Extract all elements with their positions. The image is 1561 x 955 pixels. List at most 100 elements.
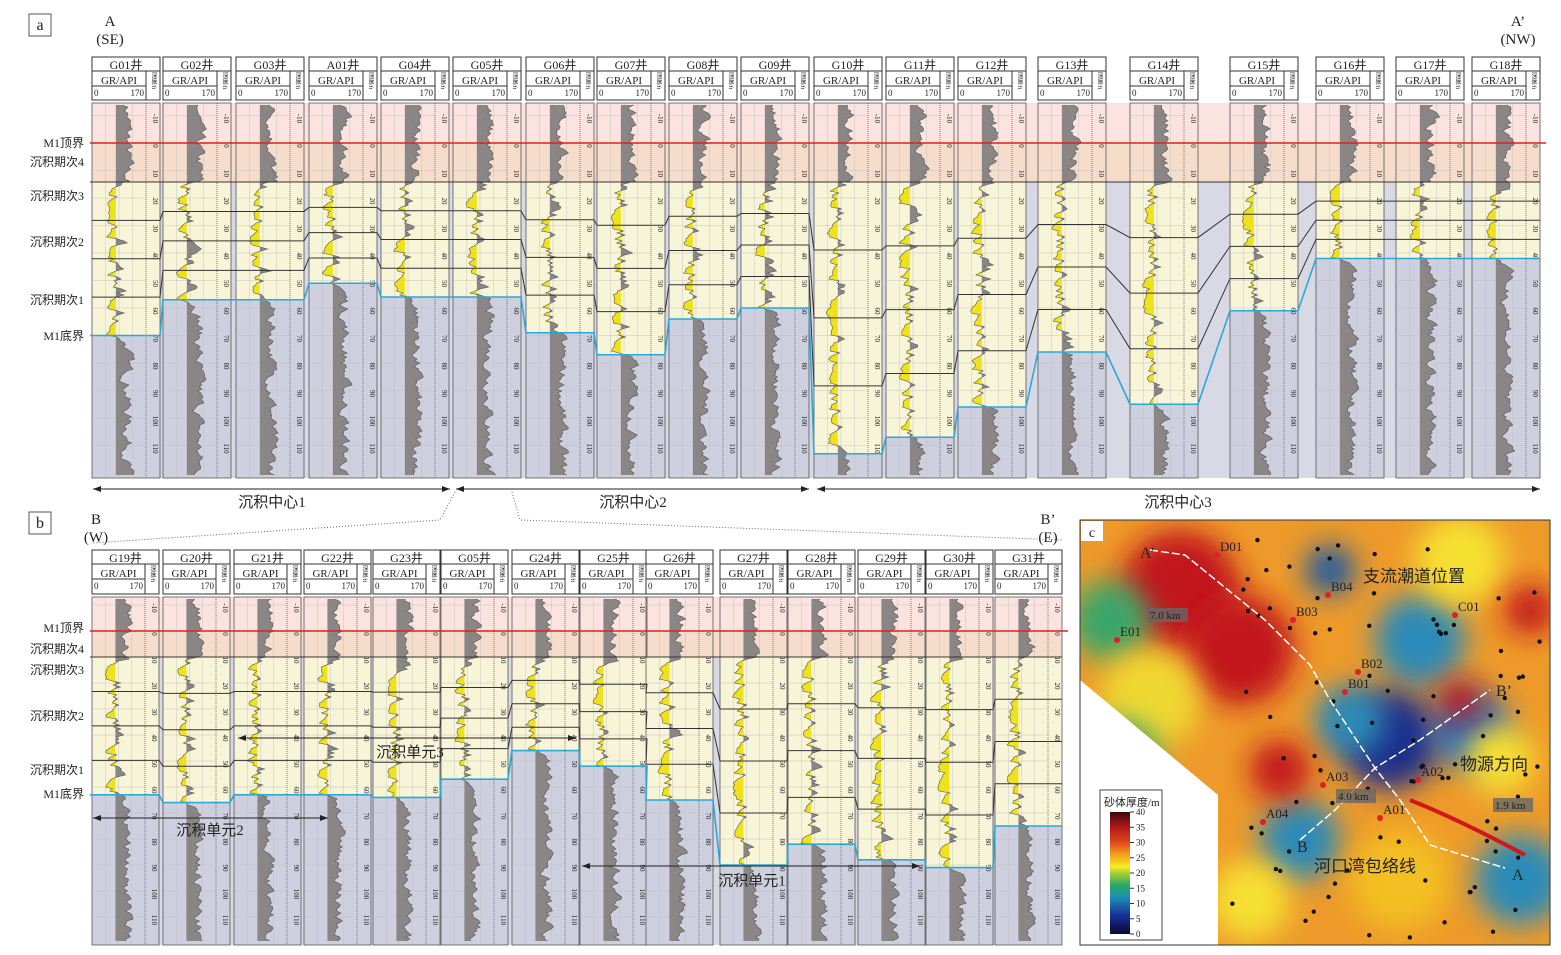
depth-tick: 80 <box>292 839 300 847</box>
well-dot <box>1378 835 1383 840</box>
stage-boundary-line <box>92 703 1062 763</box>
depth-label: 深度/ft <box>655 71 662 89</box>
depth-tick: 80 <box>778 839 786 847</box>
depth-tick: 10 <box>221 657 229 665</box>
well-name: G07井 <box>615 58 648 72</box>
arrowhead <box>456 486 464 492</box>
depth-tick: 30 <box>704 709 712 717</box>
below-base <box>814 453 882 478</box>
depth-tick: 50 <box>846 761 854 769</box>
depth-tick: 90 <box>1097 390 1105 398</box>
depth-tick: 20 <box>778 683 786 691</box>
well-header <box>994 549 1063 595</box>
gr-curve <box>610 104 640 476</box>
depth-tick: 110 <box>440 443 448 454</box>
depth-tick: 90 <box>1455 390 1463 398</box>
shale-fill <box>257 599 275 941</box>
well-dot <box>1255 537 1260 543</box>
depth-tick: 90 <box>222 390 230 398</box>
depth-tick: 90 <box>1053 865 1061 873</box>
depth-tick: 60 <box>295 308 303 316</box>
gr-curve <box>898 104 930 476</box>
depth-tick: 100 <box>362 889 370 900</box>
well-dot <box>1371 591 1377 596</box>
depth-tick: 70 <box>222 335 230 343</box>
shale-fill <box>1018 599 1036 941</box>
depth-label: 深度/ft <box>149 564 156 582</box>
depth-label: 深度/ft <box>1374 71 1381 89</box>
shale-fill <box>981 105 1001 475</box>
depth-tick: 80 <box>431 839 439 847</box>
gr-curve <box>176 598 205 942</box>
sand-fill <box>826 105 838 475</box>
gr-min: 0 <box>311 88 316 98</box>
depth-tick: 10 <box>499 657 507 665</box>
well-dot <box>1440 775 1445 781</box>
thickness-blob <box>1465 725 1535 795</box>
depth-tick: 100 <box>638 889 646 900</box>
depth-tick: 40 <box>221 735 229 743</box>
gr-min: 0 <box>514 581 519 591</box>
depth-tick: 110 <box>778 915 786 926</box>
key-well-label: A03 <box>1326 769 1348 784</box>
depth-tick: -10 <box>585 114 593 124</box>
depth-tick: 80 <box>570 839 578 847</box>
panel-label-box <box>1081 521 1103 541</box>
depth-tick: -10 <box>916 603 924 613</box>
well-dot <box>1264 567 1269 573</box>
distance-box <box>1493 798 1533 812</box>
depth-tick: -10 <box>1455 114 1463 124</box>
depth-tick: 30 <box>1375 225 1383 233</box>
depth-tick: 10 <box>368 170 376 178</box>
depth-tick: 70 <box>292 813 300 821</box>
depth-tick: 110 <box>704 915 712 926</box>
depth-tick: -10 <box>778 603 786 613</box>
depth-tick: 70 <box>1097 335 1105 343</box>
well-dot <box>1345 868 1350 873</box>
depth-tick: 40 <box>873 253 881 261</box>
gr-curve <box>175 104 207 476</box>
gr-min: 0 <box>165 88 170 98</box>
depth-tick: -10 <box>499 603 507 613</box>
well-header <box>645 549 714 595</box>
gr-min: 0 <box>383 88 388 98</box>
shale-fill <box>811 599 829 941</box>
gr-label: GR/API <box>462 75 498 87</box>
well-dot <box>1278 868 1283 874</box>
distance-label: 1.9 km <box>1495 800 1526 812</box>
key-well-label: B01 <box>1348 676 1370 691</box>
depth-tick: 20 <box>150 683 158 691</box>
depth-label: 深度/ft <box>221 71 228 89</box>
depth-tick: 20 <box>916 683 924 691</box>
well-header <box>452 56 522 101</box>
depth-tick: 0 <box>800 144 808 148</box>
depth-tick: 10 <box>222 170 230 178</box>
depth-tick: 80 <box>704 839 712 847</box>
depth-tick: 110 <box>1017 443 1025 454</box>
gr-curve <box>731 598 762 942</box>
depth-tick: 50 <box>431 761 439 769</box>
gr-curve <box>1241 104 1274 476</box>
well-dot <box>1420 763 1426 768</box>
gr-label: GR/API <box>171 568 207 580</box>
depth-tick: -10 <box>440 114 448 124</box>
depth-label: 深度/ft <box>799 71 806 89</box>
depth-tick: 20 <box>704 683 712 691</box>
depth-tick: 0 <box>151 144 159 148</box>
depth-tick: 40 <box>295 253 303 261</box>
gr-min: 0 <box>743 88 748 98</box>
depth-tick: -10 <box>846 603 854 613</box>
depth-tick: 110 <box>1053 915 1061 926</box>
well-name: G04井 <box>399 58 432 72</box>
depth-tick: 90 <box>431 865 439 873</box>
depth-tick: 0 <box>222 144 230 148</box>
thickness-blob <box>1375 595 1465 685</box>
well-dot <box>1256 613 1261 618</box>
depth-tick: 20 <box>984 683 992 691</box>
well-name: G19井 <box>109 551 142 565</box>
gr-min: 0 <box>790 581 795 591</box>
gr-label: GR/API <box>750 75 786 87</box>
sand-fill <box>387 599 397 941</box>
gr-label: GR/API <box>654 568 690 580</box>
sand-fill <box>1051 105 1062 475</box>
